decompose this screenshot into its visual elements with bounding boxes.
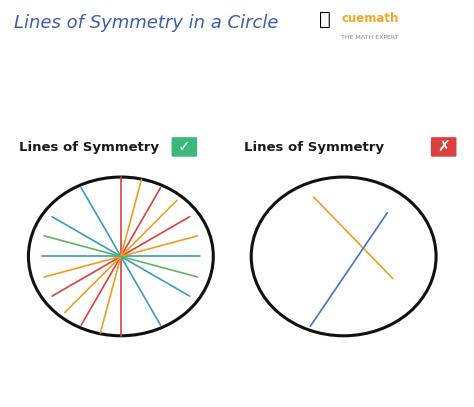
Text: 🚀: 🚀 — [319, 10, 330, 29]
Text: Lines of Symmetry in a Circle: Lines of Symmetry in a Circle — [14, 14, 279, 32]
FancyBboxPatch shape — [172, 137, 197, 157]
Text: ✓: ✓ — [178, 140, 191, 154]
Text: ✗: ✗ — [438, 140, 450, 154]
Text: cuemath: cuemath — [341, 12, 399, 25]
Text: Lines of Symmetry: Lines of Symmetry — [19, 141, 159, 154]
FancyBboxPatch shape — [431, 137, 456, 157]
Text: THE MATH EXPERT: THE MATH EXPERT — [341, 35, 399, 39]
Text: Lines of Symmetry: Lines of Symmetry — [244, 141, 384, 154]
